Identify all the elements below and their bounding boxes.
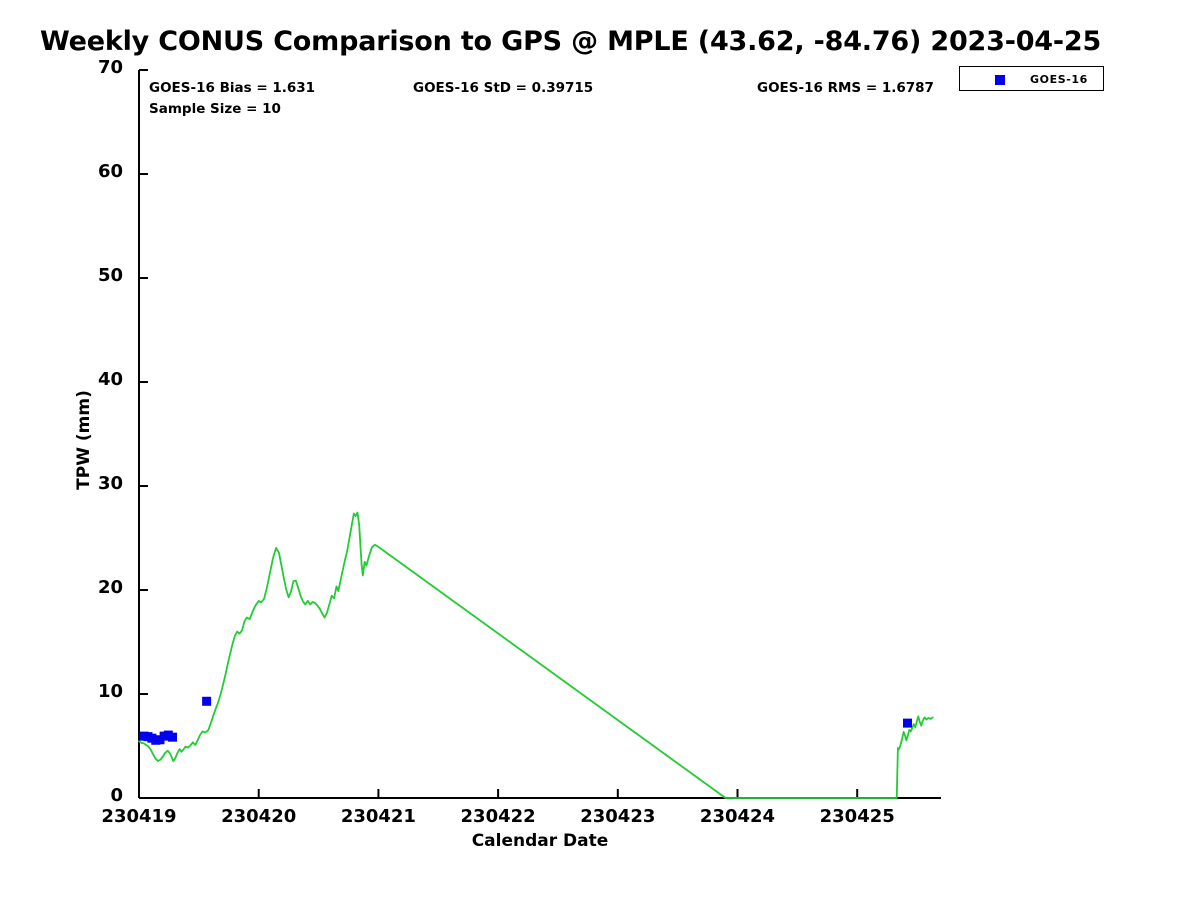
x-axis-title: Calendar Date bbox=[471, 831, 609, 851]
data-point-marker bbox=[202, 696, 212, 706]
y-tick-label: 70 bbox=[97, 57, 123, 78]
page-title: Weekly CONUS Comparison to GPS @ MPLE (4… bbox=[40, 26, 1102, 57]
y-tick-label: 30 bbox=[97, 473, 123, 494]
legend-label-goes16: GOES-16 bbox=[1030, 73, 1088, 86]
stat-sample-size-label: Sample Size = 10 bbox=[149, 101, 281, 117]
data-point-marker bbox=[168, 732, 178, 742]
y-tick-label: 20 bbox=[97, 577, 123, 598]
legend-marker-goes16-icon bbox=[995, 75, 1005, 85]
x-tick-label: 230422 bbox=[460, 806, 536, 827]
x-tick-label: 230423 bbox=[580, 806, 656, 827]
y-axis-title: TPW (mm) bbox=[74, 390, 94, 490]
series-line-gps bbox=[138, 511, 934, 799]
x-tick-label: 230424 bbox=[699, 806, 776, 827]
stat-std-label: GOES-16 StD = 0.39715 bbox=[413, 80, 594, 96]
axes-group bbox=[138, 69, 941, 799]
legend: GOES-16 bbox=[959, 66, 1104, 91]
x-tick-label: 230425 bbox=[819, 806, 895, 827]
y-tick-label: 60 bbox=[97, 161, 123, 182]
y-tick-label: 0 bbox=[110, 785, 123, 806]
stat-bias-label: GOES-16 Bias = 1.631 bbox=[149, 80, 316, 96]
stat-rms-label: GOES-16 RMS = 1.6787 bbox=[757, 80, 934, 96]
y-tick-label: 40 bbox=[97, 369, 123, 390]
y-tick-label: 50 bbox=[97, 265, 123, 286]
y-tick-label: 10 bbox=[97, 681, 123, 702]
x-tick-label: 230420 bbox=[221, 806, 297, 827]
x-tick-label: 230421 bbox=[340, 806, 416, 827]
x-tick-label: 230419 bbox=[101, 806, 177, 827]
data-series-group bbox=[138, 511, 934, 799]
data-point-marker bbox=[902, 718, 912, 728]
